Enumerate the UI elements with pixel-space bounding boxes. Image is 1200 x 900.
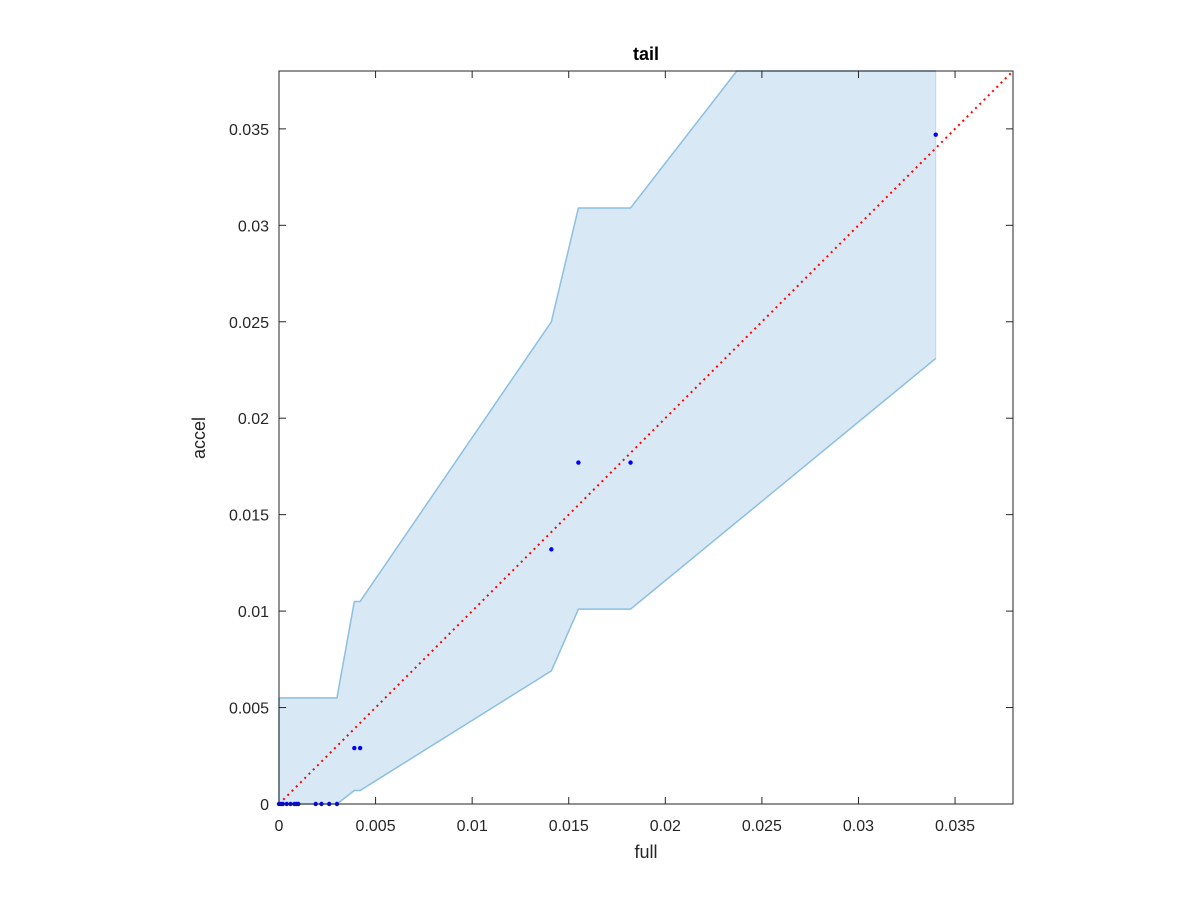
y-tick-label: 0.005	[229, 701, 269, 718]
reference-line	[278, 70, 1014, 805]
x-tick-label: 0.025	[742, 818, 782, 835]
y-axis-label: accel	[189, 417, 209, 459]
band-fill	[279, 71, 936, 804]
data-point	[357, 745, 363, 751]
x-tick-label: 0.005	[356, 818, 396, 835]
x-axis: 0 0.005 0.01 0.015 0.02 0.025 0.03 0.035	[275, 71, 975, 835]
band-lower-edge	[279, 357, 937, 805]
data-point	[933, 132, 938, 137]
x-tick-label: 0.01	[457, 818, 488, 835]
axes-box	[278, 70, 1014, 805]
reference-line-layer	[278, 70, 1014, 805]
band-upper-edge	[279, 70, 936, 699]
data-points	[276, 132, 938, 807]
y-tick-label: 0.01	[238, 604, 269, 621]
data-point	[352, 745, 357, 751]
y-tick-label: 0	[260, 797, 269, 814]
y-tick-label: 0.02	[238, 411, 269, 428]
y-axis: 0 0.005 0.01 0.015 0.02 0.025 0.03 0.035	[229, 122, 1013, 814]
y-tick-label: 0.03	[238, 218, 269, 235]
x-tick-label: 0.02	[650, 818, 681, 835]
y-tick-label: 0.015	[229, 508, 269, 525]
x-axis-label: full	[634, 842, 657, 862]
confidence-band	[278, 70, 937, 805]
chart-title: tail	[633, 44, 659, 64]
data-point	[576, 460, 581, 465]
y-tick-label: 0.025	[229, 315, 269, 332]
x-tick-label: 0.015	[549, 818, 589, 835]
y-tick-label: 0.035	[229, 122, 269, 139]
x-tick-label: 0.03	[843, 818, 874, 835]
data-point	[628, 460, 633, 465]
x-tick-label: 0.035	[935, 818, 975, 835]
data-point	[549, 547, 554, 552]
x-tick-label: 0	[275, 818, 284, 835]
